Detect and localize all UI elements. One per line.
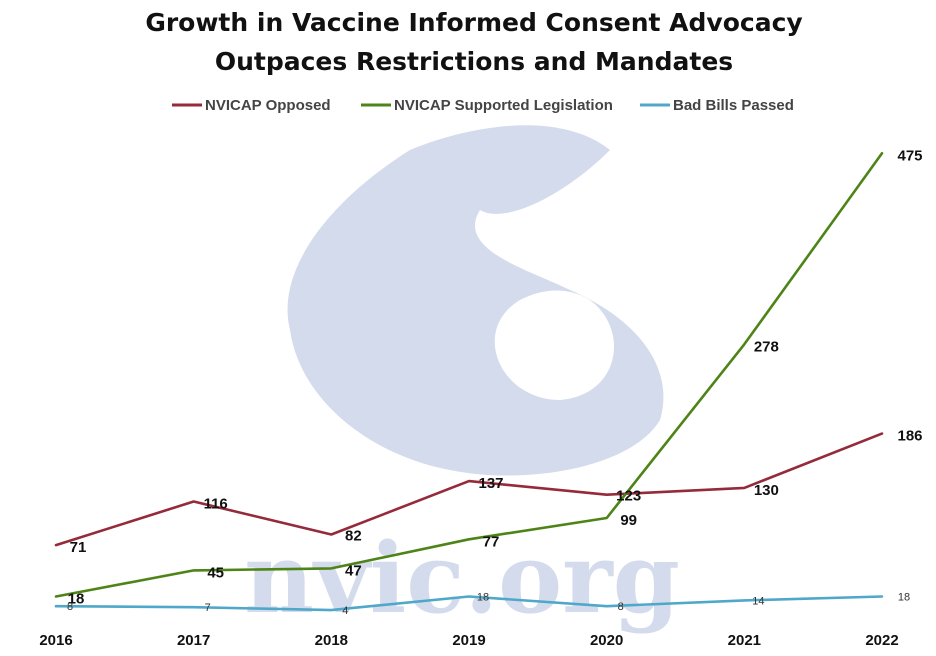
data-label-nvicap-opposed: 71: [70, 539, 87, 556]
data-label-nvicap-supported-legislation: 18: [68, 591, 85, 608]
x-tick-label: 2019: [452, 632, 485, 649]
legend: NVICAP Opposed NVICAP Supported Legislati…: [172, 97, 794, 114]
chart-title-line-2: Outpaces Restrictions and Mandates: [215, 47, 733, 76]
data-label-bad-bills-passed: 7: [205, 602, 211, 614]
watermark-text: nvic.org: [244, 522, 680, 635]
data-labels-layer: 71 116 82 137 123 130 186 18 45 47 77 99 278 475 8 7 4 18…: [67, 147, 923, 617]
x-tick-label: 2022: [865, 632, 898, 649]
chart-title-line-1: Growth in Vaccine Informed Consent Advoc…: [145, 8, 802, 37]
data-label-bad-bills-passed: 8: [618, 601, 624, 613]
chart-title: Growth in Vaccine Informed Consent Advoc…: [145, 8, 802, 76]
watermark-mother-figure-icon: [287, 125, 664, 476]
legend-item-nvicap-supported-legislation: NVICAP Supported Legislation: [361, 97, 613, 114]
data-label-nvicap-opposed: 82: [345, 527, 362, 544]
data-label-nvicap-opposed: 130: [754, 482, 779, 499]
series-line-bad-bills-passed: [54, 595, 884, 612]
series-line-nvicap-opposed: [54, 432, 884, 547]
x-tick-label: 2016: [39, 632, 72, 649]
data-label-bad-bills-passed: 8: [67, 601, 73, 613]
legend-label: NVICAP Supported Legislation: [394, 97, 613, 114]
watermark-logo: nvic.org: [244, 125, 680, 635]
data-label-nvicap-supported-legislation: 47: [345, 562, 362, 579]
data-label-nvicap-opposed: 123: [616, 488, 641, 505]
x-tick-label: 2020: [590, 632, 623, 649]
data-label-nvicap-supported-legislation: 475: [897, 147, 922, 164]
series-layer: [54, 152, 884, 612]
legend-item-nvicap-opposed: NVICAP Opposed: [172, 97, 331, 114]
data-label-nvicap-supported-legislation: 77: [483, 533, 500, 550]
x-tick-label: 2018: [315, 632, 348, 649]
x-tick-label: 2017: [177, 632, 210, 649]
data-label-bad-bills-passed: 18: [898, 592, 910, 604]
data-label-nvicap-supported-legislation: 45: [207, 564, 224, 581]
x-axis: 2016 2017 2018 2019 2020 2021 2022: [39, 632, 898, 649]
x-tick-label: 2021: [728, 632, 761, 649]
legend-label: Bad Bills Passed: [673, 97, 794, 114]
data-label-nvicap-opposed: 186: [897, 428, 922, 445]
data-label-nvicap-supported-legislation: 278: [754, 338, 779, 355]
legend-label: NVICAP Opposed: [205, 97, 331, 114]
legend-item-bad-bills-passed: Bad Bills Passed: [640, 97, 794, 114]
data-label-nvicap-supported-legislation: 99: [620, 512, 637, 529]
data-label-nvicap-opposed: 116: [204, 495, 228, 512]
data-label-bad-bills-passed: 14: [752, 595, 764, 607]
series-line-nvicap-supported-legislation: [54, 152, 884, 598]
data-label-bad-bills-passed: 18: [477, 592, 489, 604]
data-label-bad-bills-passed: 4: [342, 605, 348, 617]
data-label-nvicap-opposed: 137: [478, 475, 503, 492]
